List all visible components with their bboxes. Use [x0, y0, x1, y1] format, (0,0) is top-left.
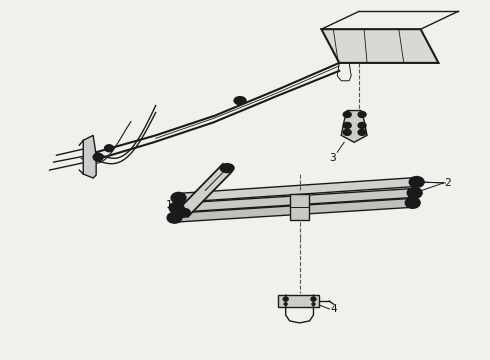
Text: 4: 4: [330, 304, 337, 314]
Ellipse shape: [409, 176, 424, 188]
Ellipse shape: [311, 297, 316, 301]
Polygon shape: [278, 295, 319, 307]
Ellipse shape: [104, 145, 114, 152]
Ellipse shape: [405, 197, 420, 208]
Ellipse shape: [358, 112, 366, 117]
Ellipse shape: [343, 129, 351, 135]
Text: 3: 3: [329, 153, 336, 163]
Ellipse shape: [234, 96, 246, 105]
Ellipse shape: [93, 153, 103, 161]
Polygon shape: [179, 164, 231, 217]
Ellipse shape: [283, 297, 288, 301]
Ellipse shape: [167, 212, 182, 223]
Polygon shape: [290, 194, 310, 220]
Ellipse shape: [169, 202, 184, 213]
Ellipse shape: [176, 208, 191, 217]
Polygon shape: [174, 198, 413, 222]
Polygon shape: [176, 188, 415, 212]
Polygon shape: [178, 177, 417, 202]
Ellipse shape: [220, 164, 234, 172]
Ellipse shape: [343, 122, 351, 129]
Ellipse shape: [343, 112, 351, 117]
Ellipse shape: [358, 122, 366, 129]
Polygon shape: [83, 135, 96, 178]
Polygon shape: [341, 111, 367, 142]
Ellipse shape: [358, 129, 366, 135]
Ellipse shape: [407, 188, 422, 198]
Polygon shape: [321, 29, 439, 63]
Text: 1: 1: [165, 200, 172, 210]
Text: 2: 2: [444, 178, 451, 188]
Ellipse shape: [171, 192, 186, 203]
